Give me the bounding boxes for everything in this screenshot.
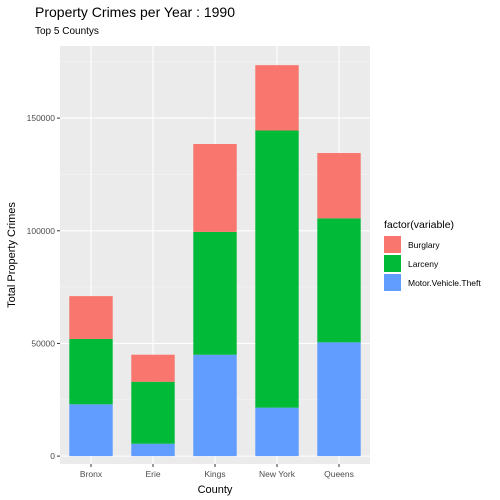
bar-new-york-larceny xyxy=(255,130,299,408)
bar-queens-larceny xyxy=(317,218,361,343)
chart-title: Property Crimes per Year : 1990 xyxy=(35,4,235,20)
bars-group xyxy=(69,65,361,457)
legend-key-motor-vehicle-theft xyxy=(384,274,401,291)
legend-label: Burglary xyxy=(408,240,440,250)
y-tick-label: 100000 xyxy=(27,226,56,236)
x-tick-label: New York xyxy=(259,469,296,479)
chart-subtitle: Top 5 Countys xyxy=(35,26,99,37)
x-tick-label: Erie xyxy=(145,469,160,479)
legend-key-larceny xyxy=(384,255,401,272)
legend: factor(variable) Burglary Larceny Motor.Ve… xyxy=(384,219,481,291)
legend-key-burglary xyxy=(384,236,401,253)
bar-kings-motor-vehicle-theft xyxy=(193,354,237,457)
bar-erie-larceny xyxy=(131,381,175,444)
y-axis-title: Total Property Crimes xyxy=(6,202,18,308)
y-axis: 0 50000 100000 150000 xyxy=(27,113,60,461)
bar-queens-burglary xyxy=(317,153,361,219)
y-tick-label: 150000 xyxy=(27,113,56,123)
bar-bronx-burglary xyxy=(69,296,113,339)
bar-erie-motor-vehicle-theft xyxy=(131,443,175,457)
x-tick-label: Queens xyxy=(324,469,354,479)
x-tick-label: Kings xyxy=(204,469,225,479)
y-tick-label: 0 xyxy=(50,451,55,461)
legend-title: factor(variable) xyxy=(384,219,454,231)
bar-new-york-motor-vehicle-theft xyxy=(255,407,299,457)
legend-label: Larceny xyxy=(408,259,439,269)
bar-bronx-larceny xyxy=(69,338,113,405)
x-axis: Bronx Erie Kings New York Queens xyxy=(80,464,354,479)
x-tick-label: Bronx xyxy=(80,469,103,479)
bar-queens-motor-vehicle-theft xyxy=(317,342,361,457)
y-tick-label: 50000 xyxy=(31,338,55,348)
bar-kings-burglary xyxy=(193,144,237,232)
bar-bronx-motor-vehicle-theft xyxy=(69,404,113,457)
x-axis-title: County xyxy=(198,484,233,496)
bar-new-york-burglary xyxy=(255,65,299,131)
bar-erie-burglary xyxy=(131,354,175,382)
bar-kings-larceny xyxy=(193,231,237,355)
legend-label: Motor.Vehicle.Theft xyxy=(408,278,481,288)
